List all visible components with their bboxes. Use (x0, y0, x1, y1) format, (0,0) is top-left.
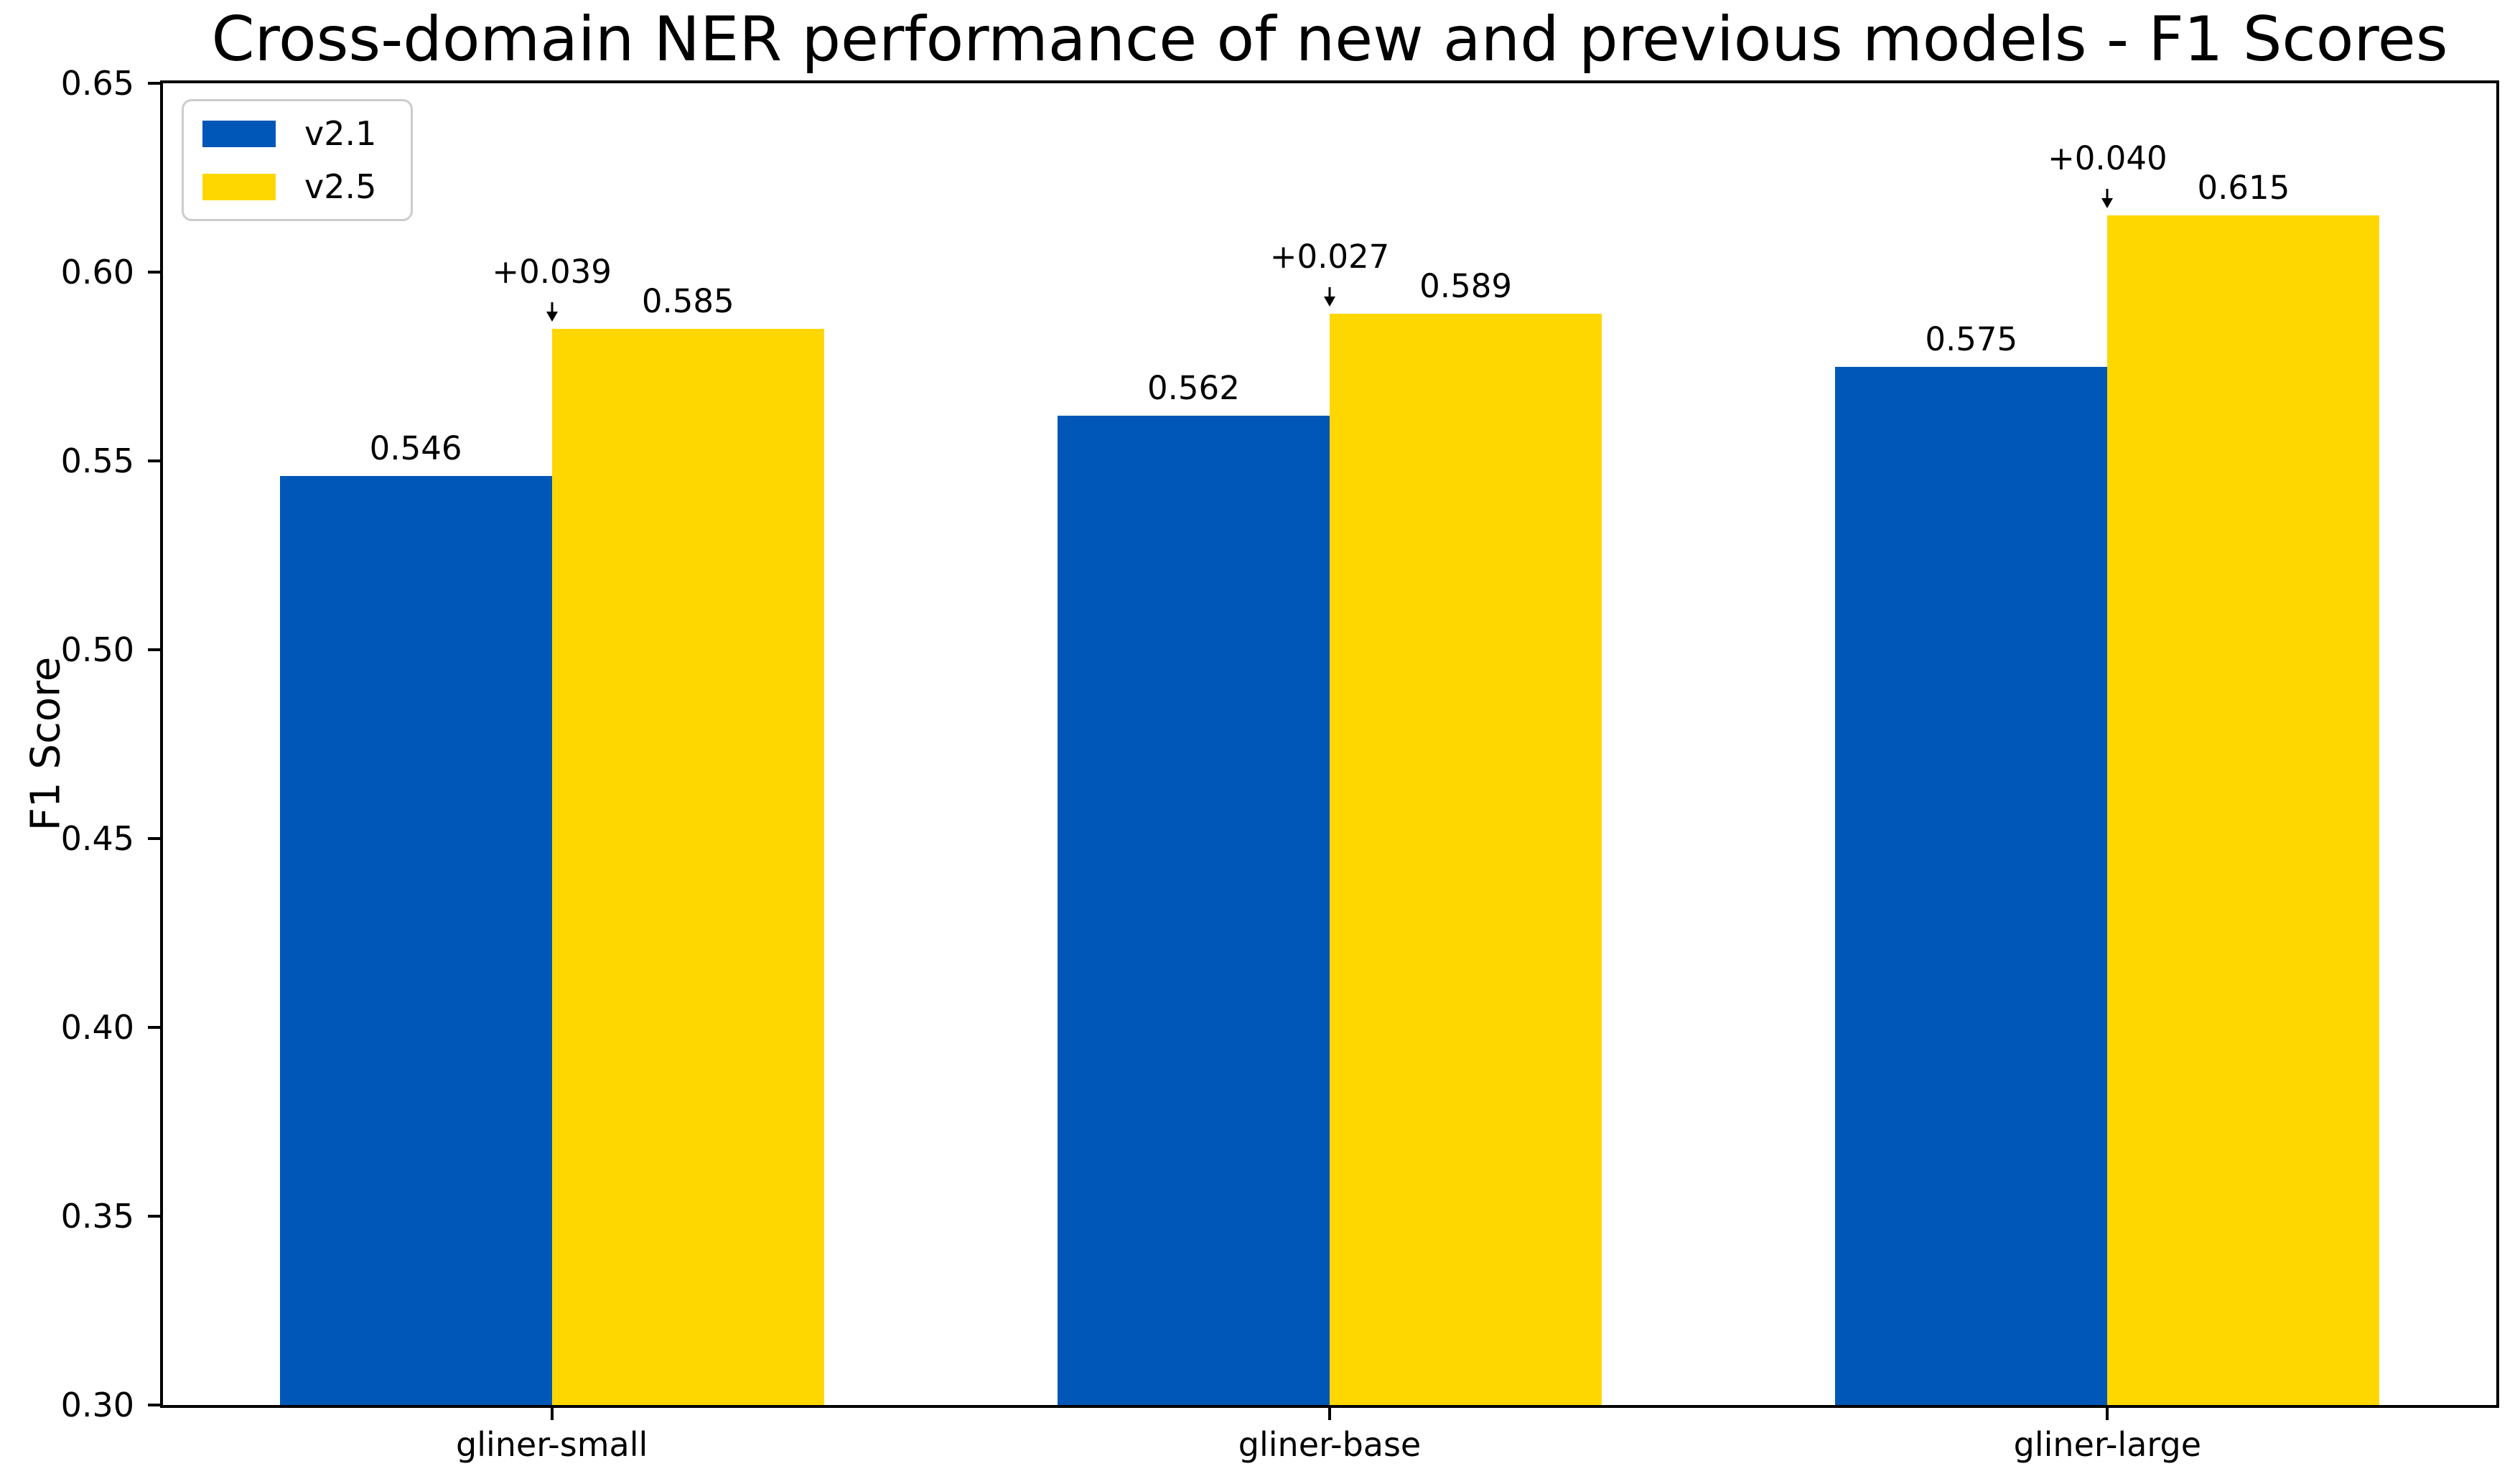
y-tick (148, 1026, 160, 1029)
legend: v2.1 v2.5 (182, 99, 414, 221)
x-tick-label-gliner-base: gliner-base (1238, 1425, 1422, 1464)
bar-v2.1-gliner-base (1057, 415, 1330, 1405)
x-tick (550, 1408, 554, 1420)
y-tick-label: 0.40 (60, 1008, 134, 1047)
delta-arrow-head-icon (1324, 296, 1335, 307)
legend-label: v2.5 (304, 167, 377, 206)
delta-annotation: +0.027 (1269, 237, 1390, 276)
delta-annotation: +0.040 (2048, 139, 2167, 178)
delta-arrow-icon (2106, 189, 2109, 200)
y-tick (148, 82, 160, 85)
y-tick (148, 270, 160, 274)
y-tick (148, 1404, 160, 1406)
legend-item-v2.1: v2.1 (202, 117, 376, 150)
y-tick-label: 0.50 (60, 630, 134, 669)
legend-item-v2.5: v2.5 (202, 170, 376, 203)
y-tick (148, 836, 160, 840)
plot-area: 0.30 0.35 0.40 0.45 0.50 0.55 0.60 0.65 gliner-s… (61, 67, 2499, 1461)
bar-value-label: 0.546 (369, 429, 462, 468)
bar-v2.1-gliner-small (279, 476, 552, 1405)
y-tick-label: 0.65 (60, 64, 134, 103)
chart-title: Cross-domain NER performance of new and … (211, 4, 2448, 75)
x-tick (1328, 1408, 1331, 1420)
y-tick-label: 0.30 (60, 1386, 134, 1424)
x-tick-label-gliner-small: gliner-small (456, 1425, 648, 1464)
legend-label: v2.1 (304, 114, 377, 153)
delta-arrow-head-icon (2101, 198, 2114, 209)
legend-swatch-v2.5 (202, 173, 276, 200)
x-tick (2106, 1408, 2109, 1420)
bar-v2.5-gliner-base (1330, 313, 1602, 1405)
bar-value-label: 0.589 (1419, 266, 1512, 305)
delta-arrow-icon (1328, 286, 1331, 298)
y-tick (148, 459, 160, 462)
y-tick-label: 0.60 (60, 253, 134, 291)
legend-swatch-v2.1 (202, 120, 276, 147)
x-tick-label-gliner-large: gliner-large (2013, 1425, 2202, 1464)
y-tick-label: 0.35 (60, 1197, 134, 1236)
delta-arrow-icon (551, 302, 554, 313)
bar-v2.5-gliner-small (551, 328, 824, 1405)
y-tick (148, 1215, 160, 1218)
y-axis-label: F1 Score (22, 656, 70, 831)
bar-value-label: 0.585 (641, 281, 734, 320)
bar-value-label: 0.562 (1147, 368, 1240, 407)
y-tick-label: 0.55 (60, 442, 134, 480)
bar-v2.5-gliner-large (2107, 215, 2380, 1405)
y-tick-label: 0.45 (60, 819, 134, 858)
bar-value-label: 0.575 (1925, 319, 2018, 358)
y-tick (148, 648, 160, 651)
bar-v2.1-gliner-large (1835, 366, 2108, 1405)
delta-annotation: +0.039 (492, 252, 612, 291)
delta-arrow-head-icon (546, 311, 558, 322)
bar-value-label: 0.615 (2197, 169, 2290, 207)
plot-inner: 0.30 0.35 0.40 0.45 0.50 0.55 0.60 0.65 gliner-s… (61, 67, 2496, 1461)
